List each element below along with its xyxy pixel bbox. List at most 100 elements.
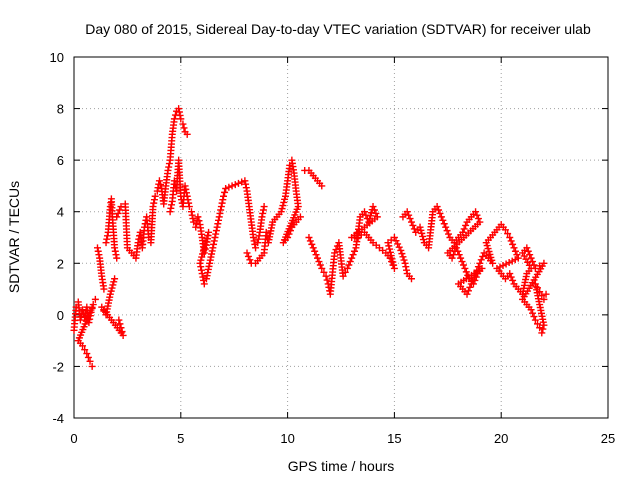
data-point: [388, 255, 396, 263]
data-point: [134, 239, 142, 247]
data-point: [262, 228, 270, 236]
data-point: [345, 261, 353, 269]
data-point: [390, 234, 398, 241]
data-point: [394, 240, 402, 248]
data-point: [260, 203, 268, 211]
data-point: [318, 264, 326, 272]
data-point: [197, 266, 205, 274]
data-point: [204, 231, 212, 239]
data-point: [214, 220, 222, 228]
data-point: [509, 276, 517, 284]
data-point: [536, 324, 544, 332]
data-point: [472, 270, 480, 278]
data-point: [351, 247, 359, 255]
data-point: [455, 251, 463, 259]
data-point: [189, 215, 197, 223]
data-point: [255, 232, 263, 240]
data-point: [436, 209, 444, 217]
data-point: [464, 287, 472, 295]
data-point: [183, 130, 191, 138]
data-point: [217, 206, 225, 214]
data-point: [341, 268, 349, 276]
data-point: [305, 234, 313, 241]
y-tick-label: 0: [57, 308, 64, 323]
data-point: [175, 108, 183, 116]
data-point: [462, 268, 470, 276]
y-tick-label: -2: [52, 359, 64, 374]
data-point: [111, 244, 119, 252]
data-point: [280, 198, 288, 206]
data-point: [180, 124, 188, 132]
data-point: [106, 290, 114, 298]
data-point: [194, 213, 202, 221]
data-point: [197, 263, 205, 271]
data-point: [400, 256, 408, 264]
x-tick-label: 25: [601, 431, 615, 446]
data-point: [419, 236, 427, 244]
data-point: [440, 220, 448, 228]
data-point: [81, 346, 89, 354]
data-point: [387, 252, 395, 260]
data-point: [454, 247, 462, 255]
data-point: [540, 295, 548, 303]
data-point: [477, 256, 485, 264]
data-point: [448, 254, 456, 262]
data-point: [474, 215, 482, 223]
data-point: [511, 247, 519, 255]
x-tick-label: 15: [387, 431, 401, 446]
data-point: [452, 244, 460, 252]
data-point: [348, 254, 356, 262]
data-point: [501, 226, 509, 234]
data-point: [399, 253, 407, 261]
data-point: [534, 320, 542, 328]
chart-title: Day 080 of 2015, Sidereal Day-to-day VTE…: [85, 21, 591, 37]
data-point: [242, 180, 250, 188]
data-point: [241, 177, 249, 185]
data-point: [103, 235, 111, 243]
data-point: [79, 342, 87, 350]
data-point: [531, 280, 539, 288]
data-point: [309, 244, 317, 252]
data-point: [188, 211, 196, 219]
data-point: [433, 203, 441, 211]
data-point: [231, 181, 239, 189]
data-point: [151, 192, 159, 200]
data-point: [222, 185, 230, 193]
data-point: [185, 199, 193, 207]
data-point: [103, 232, 111, 240]
data-point: [499, 261, 507, 269]
data-point: [168, 201, 176, 209]
data-point: [406, 215, 414, 223]
data-point: [98, 303, 106, 311]
data-point: [215, 213, 223, 221]
data-point: [509, 240, 517, 248]
data-point: [502, 260, 510, 268]
data-point: [435, 206, 443, 214]
data-point: [88, 362, 96, 370]
data-point: [249, 234, 257, 241]
data-point: [210, 240, 218, 248]
data-point: [149, 203, 157, 211]
data-point: [202, 238, 210, 246]
data-point: [185, 203, 193, 211]
data-point: [510, 244, 518, 252]
data-point: [167, 204, 175, 212]
data-point: [218, 199, 226, 207]
data-point: [244, 252, 252, 260]
data-point: [372, 209, 380, 217]
data-point: [115, 316, 123, 324]
data-point: [179, 120, 187, 128]
data-point: [527, 306, 535, 314]
data-point: [539, 325, 547, 333]
data-point: [386, 245, 394, 253]
data-point: [155, 177, 163, 185]
data-point: [234, 179, 242, 187]
data-point: [529, 258, 537, 266]
data-point: [339, 272, 347, 280]
data-point: [203, 235, 211, 243]
data-point: [175, 105, 183, 113]
data-point: [349, 251, 357, 259]
data-point: [187, 208, 195, 216]
data-point: [526, 251, 534, 259]
